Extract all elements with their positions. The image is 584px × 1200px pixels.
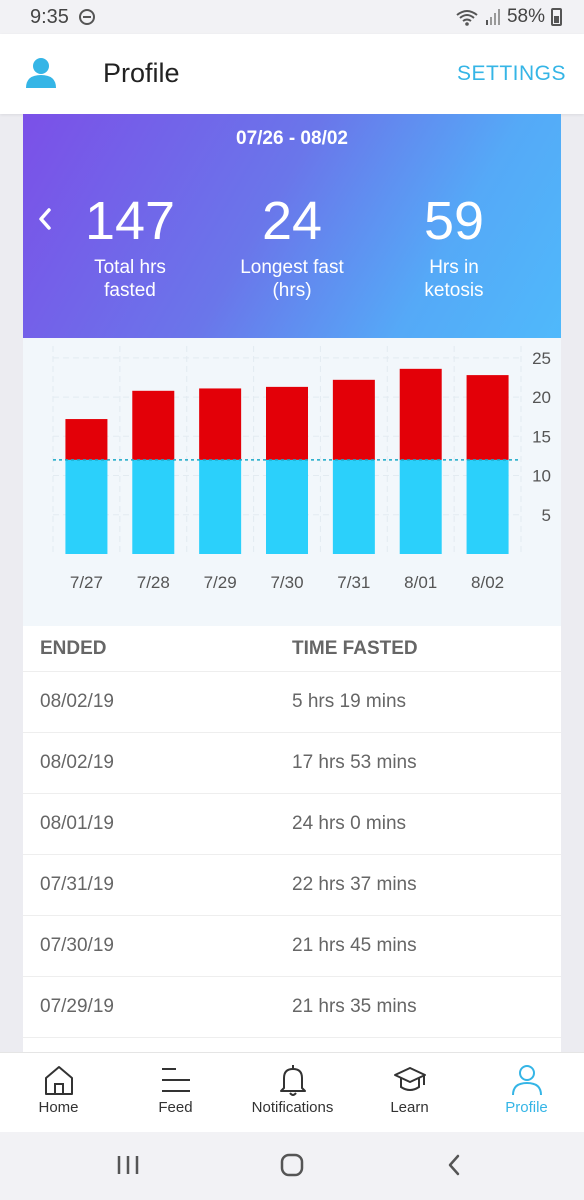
nav-feed[interactable]: Feed [117,1053,234,1133]
bar-base-segment [132,459,175,554]
table-row[interactable]: 07/31/19 22 hrs 37 mins [23,855,561,916]
column-header-ended: ENDED [40,637,107,659]
nav-label: Home [38,1099,79,1116]
bar-base-segment [332,459,375,554]
table-row[interactable]: 08/02/19 5 hrs 19 mins [23,672,561,733]
stat-value: 147 [84,191,176,251]
bar-fasting-segment [266,386,308,460]
bar-fasting-segment [466,375,509,460]
time-fasted: 24 hrs 0 mins [292,813,407,834]
ended-date: 07/30/19 [40,935,114,956]
table-row[interactable]: 07/29/19 21 hrs 35 mins [23,977,561,1038]
time-fasted: 22 hrs 37 mins [292,874,417,895]
stat-value: 24 [261,191,323,251]
bell-icon [279,1065,306,1096]
y-tick-label: 5 [542,506,551,525]
battery-icon [551,8,562,26]
y-tick-label: 15 [532,427,551,446]
status-time: 9:35 [30,5,69,28]
bar-fasting-segment [65,419,108,460]
stat-label-line1: Total hrs [94,257,166,278]
stat-label-line1: Longest fast [240,257,344,278]
nav-learn[interactable]: Learn [351,1053,468,1133]
time-fasted: 17 hrs 53 mins [292,752,417,773]
y-tick-label: 25 [532,349,551,368]
stat-label-line2: (hrs) [272,280,312,301]
x-tick-label: 7/30 [270,573,303,592]
bar-base-segment [199,459,242,554]
home-icon [44,1066,73,1095]
nav-label: Feed [158,1099,193,1116]
bottom-navigation: Home Feed Notifications Learn Profile [0,1052,584,1132]
x-tick-label: 7/27 [70,573,103,592]
nav-profile[interactable]: Profile [468,1053,584,1133]
ended-date: 07/31/19 [40,874,114,895]
x-tick-label: 7/29 [204,573,237,592]
nav-label: Notifications [251,1099,334,1116]
nav-notifications[interactable]: Notifications [234,1053,351,1133]
bar-base-segment [65,459,108,554]
graduation-cap-icon [393,1067,426,1091]
recent-apps-icon[interactable] [116,1152,140,1178]
table-row[interactable]: 08/01/19 24 hrs 0 mins [23,794,561,855]
bar-base-segment [466,459,509,554]
back-icon[interactable] [444,1152,464,1178]
time-fasted: 21 hrs 45 mins [292,935,417,956]
page-title: Profile [103,58,180,88]
feed-icon [161,1068,190,1092]
ended-date: 07/29/19 [40,996,114,1017]
bar-fasting-segment [332,379,375,460]
table-row[interactable]: 07/30/19 21 hrs 45 mins [23,916,561,977]
ended-date: 08/02/19 [40,691,114,712]
fast-history-table: ENDED TIME FASTED 08/02/19 5 hrs 19 mins… [23,626,561,1052]
previous-week-chevron-icon[interactable] [37,206,53,232]
column-header-time-fasted: TIME FASTED [292,637,418,659]
x-tick-label: 8/01 [404,573,437,592]
x-tick-label: 8/02 [471,573,504,592]
status-right: 58% [455,6,562,28]
signal-icon [485,9,500,25]
fasting-bar-chart: 5 10 15 20 25 7/27 7/28 7/29 7/30 7/31 8/01 8/02 [52,346,551,592]
wifi-icon [456,10,478,26]
bar-base-segment [266,459,308,554]
time-fasted: 5 hrs 19 mins [292,691,407,712]
stat-ketosis-hours: 59 Hrs in ketosis [369,192,539,302]
bar-fasting-segment [199,388,242,460]
time-fasted: 21 hrs 35 mins [292,996,417,1017]
stat-value: 59 [423,191,485,251]
weekly-summary-card: 07/26 - 08/02 147 Total hrs fasted 24 Lo… [23,114,561,338]
date-range: 07/26 - 08/02 [236,128,348,149]
x-tick-label: 7/31 [337,573,370,592]
status-bar: 9:35 58% [0,0,584,34]
table-header: ENDED TIME FASTED [23,626,561,672]
app-header: Profile SETTINGS [0,34,584,114]
bar-fasting-segment [132,390,175,460]
stat-longest-fast: 24 Longest fast (hrs) [207,192,377,302]
bar-base-segment [399,459,442,554]
system-navigation-bar [0,1132,584,1200]
table-row[interactable]: 08/02/19 17 hrs 53 mins [23,733,561,794]
person-icon [511,1065,542,1096]
ended-date: 08/02/19 [40,752,114,773]
nav-label: Profile [505,1099,548,1116]
settings-button[interactable]: SETTINGS [456,62,566,85]
avatar-icon[interactable] [24,56,58,90]
ended-date: 08/01/19 [40,813,114,834]
battery-percent: 58% [506,6,545,27]
bar-fasting-segment [399,368,442,460]
fasting-chart: 5 10 15 20 25 7/27 7/28 7/29 7/30 7/31 8/01 8/02 [23,338,561,626]
y-tick-label: 20 [532,388,551,407]
x-tick-label: 7/28 [137,573,170,592]
home-button-icon[interactable] [279,1152,305,1178]
y-tick-label: 10 [532,467,551,486]
stat-total-hours: 147 Total hrs fasted [45,192,215,302]
stat-label-line2: fasted [104,280,156,301]
nav-label: Learn [390,1099,429,1116]
nav-home[interactable]: Home [0,1053,117,1133]
do-not-disturb-icon [78,9,95,25]
stat-label-line1: Hrs in [429,257,479,278]
stat-label-line2: ketosis [424,280,484,301]
